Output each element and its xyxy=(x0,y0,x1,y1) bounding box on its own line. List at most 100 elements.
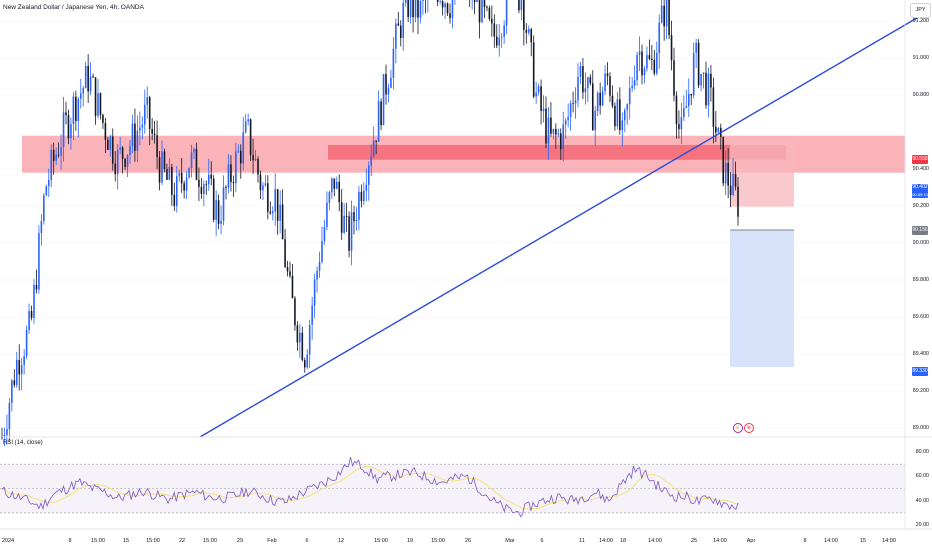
candle-body xyxy=(308,324,311,355)
candle-body xyxy=(316,270,318,280)
candle-body xyxy=(328,192,331,203)
price-tick-label: 89.000 xyxy=(912,425,929,431)
candle-body xyxy=(712,87,715,127)
trendline-layer[interactable] xyxy=(199,14,923,438)
candle-body xyxy=(232,182,235,184)
candle-body xyxy=(222,187,225,221)
candle-body xyxy=(262,185,264,191)
time-tick-label: 15 xyxy=(859,538,867,544)
candle-body xyxy=(153,133,156,136)
candle-body xyxy=(355,220,358,222)
candle-body xyxy=(446,3,449,14)
candle-body xyxy=(30,311,33,318)
candle-body xyxy=(249,119,252,156)
candle-body xyxy=(193,149,195,153)
time-tick-label: 6 xyxy=(305,538,309,544)
candle-body xyxy=(606,73,609,77)
time-tick-label: 14:00 xyxy=(882,538,896,544)
time-tick-label: 29 xyxy=(236,538,244,544)
candle-body xyxy=(114,163,117,175)
candle-body xyxy=(252,155,254,161)
candle-body xyxy=(247,119,249,122)
candle-body xyxy=(530,29,533,43)
position-reward-area xyxy=(730,230,794,367)
event-flash-icon[interactable]: ⚡ xyxy=(733,423,743,433)
candle-body xyxy=(547,117,550,144)
candle-body xyxy=(97,93,99,116)
time-tick-label: 15:00 xyxy=(203,538,217,544)
candle-body xyxy=(395,23,397,49)
candle-body xyxy=(33,284,35,318)
candle-body xyxy=(633,80,636,86)
candle-body xyxy=(18,359,21,375)
candle-body xyxy=(449,13,451,19)
candle-body xyxy=(574,100,577,104)
price-tick-label: 89.600 xyxy=(912,314,929,320)
candle-body xyxy=(87,65,89,92)
rsi-tick-label: 60.00 xyxy=(915,473,929,480)
candle-body xyxy=(414,0,417,18)
candle-body xyxy=(203,184,205,195)
candle-body xyxy=(537,86,540,93)
candle-body xyxy=(419,1,422,18)
candle-body xyxy=(643,68,646,76)
candle-body xyxy=(163,151,166,169)
candle-body xyxy=(185,177,188,191)
candle-body xyxy=(94,77,97,116)
candle-body xyxy=(43,195,45,221)
candle-body xyxy=(611,95,614,106)
candle-body xyxy=(180,172,183,184)
candle-body xyxy=(707,73,710,106)
candle-body xyxy=(486,6,488,8)
time-tick-label: 18 xyxy=(619,538,627,544)
price-tick-label: 91.000 xyxy=(912,55,929,61)
time-tick-label: 6 xyxy=(540,538,544,544)
candle-body xyxy=(491,18,493,24)
time-tick-label: Mar xyxy=(505,538,515,544)
candle-body xyxy=(651,58,653,61)
candle-body xyxy=(60,147,62,156)
candle-body xyxy=(653,60,656,74)
event-calendar-icon[interactable]: ⊕ xyxy=(744,423,754,433)
candle-body xyxy=(399,25,402,38)
candle-body xyxy=(589,77,592,84)
candle-body xyxy=(274,189,277,212)
candle-body xyxy=(397,23,400,26)
candle-body xyxy=(500,36,503,38)
candle-body xyxy=(724,162,727,184)
candle-body xyxy=(13,380,16,385)
time-tick-label: 8 xyxy=(803,538,807,544)
candle-body xyxy=(550,117,552,134)
candle-body xyxy=(52,149,55,161)
candle-body xyxy=(737,186,739,217)
candle-body xyxy=(614,105,616,127)
candle-body xyxy=(296,325,299,343)
candle-body xyxy=(326,202,328,227)
price-tick-label: 90.800 xyxy=(912,92,929,98)
candle-body xyxy=(217,200,220,224)
time-tick-label: 8 xyxy=(68,538,72,544)
currency-ticker-button[interactable]: JPY xyxy=(910,3,931,18)
candle-body xyxy=(358,191,360,221)
candle-body xyxy=(678,124,680,130)
candle-body xyxy=(505,0,508,26)
candle-body xyxy=(564,120,567,125)
candle-body xyxy=(444,3,446,8)
candle-body xyxy=(557,133,560,135)
candle-body xyxy=(441,1,444,8)
candle-body xyxy=(710,73,712,88)
trendline xyxy=(199,14,923,438)
candle-body xyxy=(239,150,242,164)
candle-body xyxy=(92,76,94,78)
candle-body xyxy=(377,101,380,142)
candle-body xyxy=(636,54,638,81)
candle-body xyxy=(205,184,208,186)
candle-body xyxy=(340,202,343,233)
candle-body xyxy=(670,35,673,61)
candle-body xyxy=(323,226,326,241)
short-position-tool[interactable] xyxy=(730,139,794,367)
candle-body xyxy=(65,112,67,116)
candle-body xyxy=(72,96,75,125)
candle-body xyxy=(237,150,240,152)
